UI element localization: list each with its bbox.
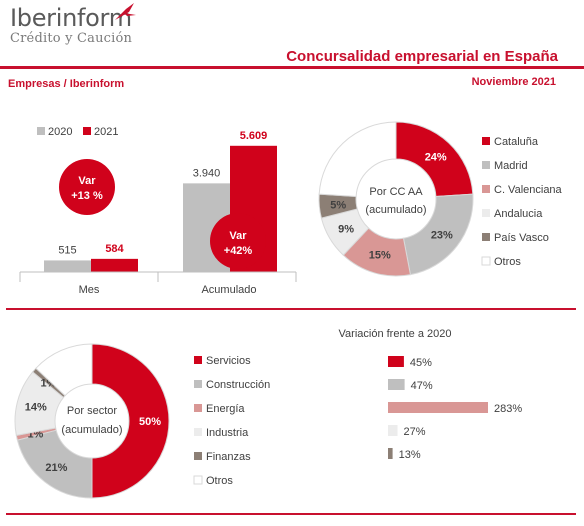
legend-swatch [482, 161, 490, 169]
variation-bar-finanzas [388, 448, 393, 459]
legend-label: Industria [206, 427, 249, 439]
legend-label: Energía [206, 403, 245, 415]
legend-swatch [482, 185, 490, 193]
legend-swatch-2021 [83, 127, 91, 135]
footer-divider [6, 513, 576, 515]
legend-label: Andalucia [494, 208, 543, 220]
variation-bar-energía [388, 402, 488, 413]
legend-swatch [194, 428, 202, 436]
donut-slice-label: 9% [338, 224, 354, 236]
legend-label: C. Valenciana [494, 184, 563, 196]
variation-badge-acumulado: Var +42% [210, 213, 266, 269]
variation-value-label: 283% [494, 403, 522, 415]
legend-label: País Vasco [494, 232, 549, 244]
variation-value-label: 13% [399, 449, 421, 461]
bar-value-label: 515 [58, 244, 76, 256]
brand-logo-wordmark: Iberinform [10, 4, 132, 32]
donut-center-label: (acumulado) [61, 424, 122, 436]
variation-bars: 45% 47% 283% 27% 13% [388, 356, 522, 461]
report-date: Noviembre 2021 [471, 76, 556, 88]
legend-label: Cataluña [494, 136, 539, 148]
bar-2020-mes [44, 260, 91, 272]
legend-swatch [482, 233, 490, 241]
donut-slice-otros [35, 343, 93, 397]
bar-chart-mes-acumulado: 2020 2021 515 3.940 584 5.609 Mes Acumulado… [19, 126, 297, 296]
donut-chart-cc-aa: 24% 23% 15% 9% 5% Por CC AA (acumulado) Cata… [318, 121, 563, 277]
bar-value-label: 3.940 [193, 167, 221, 179]
legend-label: Madrid [494, 160, 528, 172]
page-title: Concursalidad empresarial en España [286, 48, 558, 65]
variation-bar-industria [388, 425, 398, 436]
variation-bar-construcción [388, 379, 405, 390]
donut-legend: Servicios Construcción Energía Industria Fin… [193, 355, 270, 487]
donut-slice-label: 24% [425, 152, 447, 164]
donut-slice-madrid [402, 193, 474, 276]
donut-slice-label: 5% [330, 199, 346, 211]
legend-swatch [194, 452, 202, 460]
section-label: Empresas / Iberinform [8, 78, 125, 90]
bar-value-label: 584 [105, 243, 124, 255]
legend-swatch [194, 380, 202, 388]
donut-slice-label: 21% [45, 462, 67, 474]
legend-swatch [194, 356, 202, 364]
donut-slice-label: 23% [431, 230, 453, 242]
donut-slice-otros [318, 121, 397, 198]
bar-chart-legend: 2020 2021 [37, 126, 118, 138]
variation-badge-mes: Var +13 % [59, 159, 115, 215]
brand-swoosh-icon [115, 3, 136, 20]
donut-center-label: (acumulado) [365, 204, 426, 216]
donut-slice-label: 15% [369, 250, 391, 262]
variation-bar-servicios [388, 356, 404, 367]
donut-slice-label: 50% [139, 416, 161, 428]
legend-label-2020: 2020 [48, 126, 72, 138]
variation-value-label: 47% [411, 380, 433, 392]
donut-chart-sector: 50%21%1%14%1% Por sector (acumulado) Ser… [14, 343, 270, 499]
legend-label: Otros [494, 256, 521, 268]
legend-swatch [482, 209, 490, 217]
variation-value: +42% [224, 245, 253, 257]
donut-slice-servicios [91, 343, 170, 499]
donut-center-label: Por CC AA [369, 186, 423, 198]
donut-slices: 24% 23% 15% 9% 5% [318, 121, 474, 277]
variation-title: Var [229, 230, 247, 242]
variation-value-label: 27% [404, 426, 426, 438]
legend-swatch [481, 256, 491, 266]
bar-2021-mes [91, 258, 138, 272]
variation-value-label: 45% [410, 357, 432, 369]
bar-chart-variacion: Variación frente a 2020 45% 47% 283% 27% 13% [339, 328, 523, 461]
legend-label-2021: 2021 [94, 126, 118, 138]
donut-legend: Cataluña Madrid C. Valenciana Andalucia País… [481, 136, 563, 268]
donut-slice-label: 14% [25, 402, 47, 414]
legend-label: Finanzas [206, 451, 251, 463]
variation-value: +13 % [71, 190, 103, 202]
legend-swatch [193, 475, 203, 485]
legend-swatch [194, 404, 202, 412]
legend-label: Otros [206, 475, 233, 487]
category-label-acumulado: Acumulado [201, 284, 256, 296]
donut-slices: 50%21%1%14%1% [14, 343, 170, 499]
brand-tagline: Crédito y Caución [10, 31, 133, 46]
legend-swatch [482, 137, 490, 145]
legend-swatch-2020 [37, 127, 45, 135]
legend-label: Servicios [206, 355, 251, 367]
bar-value-label: 5.609 [240, 130, 268, 142]
variation-title: Var [78, 175, 96, 187]
donut-center-label: Por sector [67, 405, 117, 417]
category-label-mes: Mes [79, 284, 100, 296]
legend-label: Construcción [206, 379, 270, 391]
header-divider [0, 66, 584, 69]
section-divider [6, 308, 576, 310]
chart-title: Variación frente a 2020 [339, 328, 452, 340]
